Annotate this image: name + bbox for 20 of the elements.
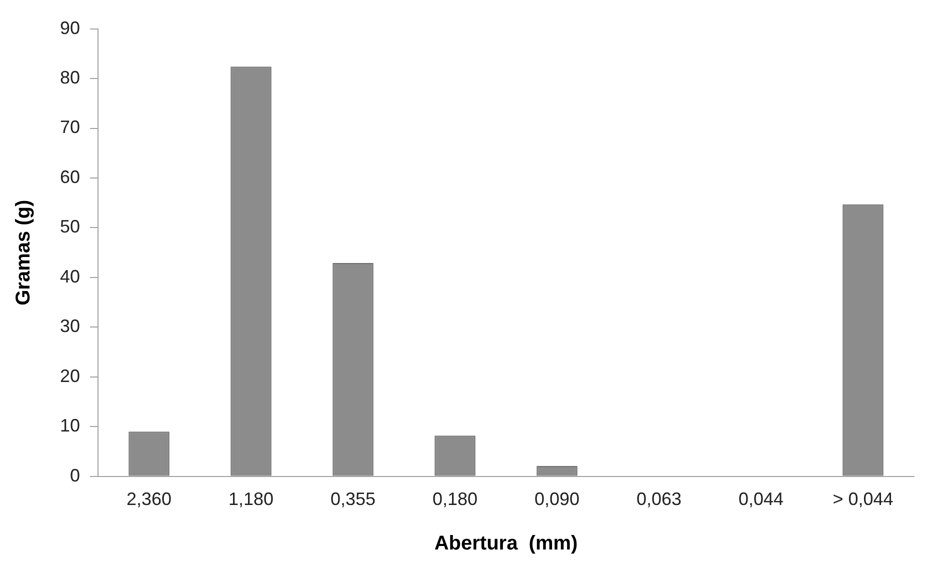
y-axis-title: Gramas (g) [12,200,35,306]
y-tick-label: 50 [60,216,80,237]
x-tick-label: 0,063 [636,489,682,510]
x-tick-label: 0,044 [738,489,784,510]
x-tick-label: 2,360 [126,489,172,510]
x-tick-label: 0,090 [534,489,580,510]
y-tick-label: 40 [60,266,80,286]
y-tick-label: 0 [70,465,80,486]
y-tick-label: 30 [60,316,80,336]
x-tick-label: 0,180 [432,489,478,510]
y-tick-label: 70 [60,117,80,138]
y-tick-label: 90 [60,18,80,38]
x-tick-label: > 0,044 [832,489,894,510]
x-tick-label: 1,180 [228,489,274,510]
x-tick-label: 0,355 [330,489,376,510]
x-axis-title: Abertura (mm) [434,532,578,555]
y-tick-label: 80 [60,68,80,88]
y-tick-label: 20 [60,366,80,386]
y-tick-label: 10 [60,416,80,436]
y-tick-label: 60 [60,166,80,187]
